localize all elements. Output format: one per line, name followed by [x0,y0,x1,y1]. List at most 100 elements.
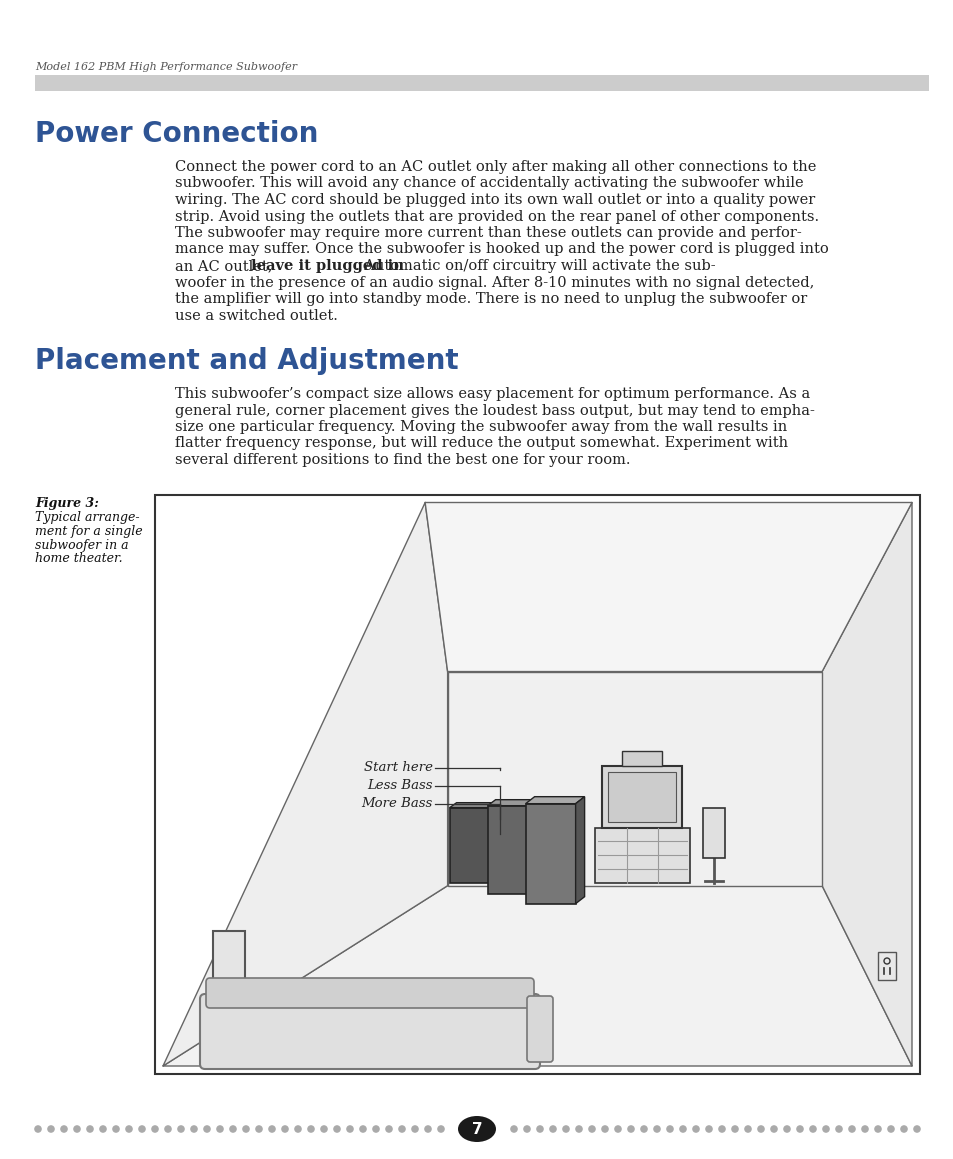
Circle shape [138,1125,146,1132]
Text: ment for a single: ment for a single [35,525,143,538]
Bar [154,495,919,1074]
Polygon shape [487,800,543,806]
Bar [559,808,581,858]
Bar [595,828,689,883]
Text: Typical arrange-: Typical arrange- [35,510,139,524]
Circle shape [808,1125,816,1132]
Circle shape [639,1125,647,1132]
Circle shape [294,1125,301,1132]
Text: home theater.: home theater. [35,553,123,566]
Polygon shape [535,800,543,894]
Text: flatter frequency response, but will reduce the output somewhat. Experiment with: flatter frequency response, but will red… [174,437,787,451]
Circle shape [268,1125,275,1132]
Circle shape [730,1125,738,1132]
Circle shape [151,1125,158,1132]
Circle shape [164,1125,172,1132]
Circle shape [346,1125,354,1132]
Circle shape [307,1125,314,1132]
Circle shape [385,1125,393,1132]
Circle shape [34,1125,42,1132]
Circle shape [99,1125,107,1132]
Polygon shape [494,803,501,883]
Text: Placement and Adjustment: Placement and Adjustment [35,347,458,376]
Circle shape [912,1125,920,1132]
Polygon shape [425,503,911,671]
Circle shape [600,1125,608,1132]
Circle shape [757,1125,764,1132]
Bar [601,766,681,828]
Text: Less Bass: Less Bass [367,779,432,793]
Circle shape [190,1125,197,1132]
Text: leave it plugged in: leave it plugged in [252,258,404,274]
Circle shape [203,1125,211,1132]
Circle shape [626,1125,634,1132]
Text: several different positions to find the best one for your room.: several different positions to find the … [174,453,630,467]
Circle shape [397,1125,405,1132]
Bar [35,75,928,92]
Text: Figure 3:: Figure 3: [35,496,99,510]
Circle shape [255,1125,262,1132]
Circle shape [549,1125,557,1132]
Text: an AC outlet,: an AC outlet, [174,258,276,274]
Circle shape [372,1125,379,1132]
Circle shape [436,1125,444,1132]
Circle shape [73,1125,81,1132]
Bar [213,931,245,986]
Text: Connect the power cord to an AC outlet only after making all other connections t: Connect the power cord to an AC outlet o… [174,160,816,174]
Circle shape [510,1125,517,1132]
Polygon shape [449,803,501,808]
Circle shape [177,1125,185,1132]
Circle shape [796,1125,803,1132]
Circle shape [60,1125,68,1132]
Circle shape [886,1125,894,1132]
Bar [449,808,494,883]
Circle shape [743,1125,751,1132]
Bar [877,952,895,981]
Text: use a switched outlet.: use a switched outlet. [174,308,337,322]
Bar [702,808,724,858]
Circle shape [411,1125,418,1132]
Circle shape [320,1125,328,1132]
Text: general rule, corner placement gives the loudest bass output, but may tend to em: general rule, corner placement gives the… [174,403,814,417]
Bar [621,751,661,766]
Polygon shape [525,796,584,803]
Circle shape [112,1125,120,1132]
Polygon shape [163,885,911,1066]
Circle shape [125,1125,132,1132]
Circle shape [861,1125,868,1132]
Ellipse shape [457,1116,496,1142]
Circle shape [242,1125,250,1132]
Circle shape [718,1125,725,1132]
Text: . Automatic on/off circuitry will activate the sub-: . Automatic on/off circuitry will activa… [355,258,715,274]
Circle shape [575,1125,582,1132]
FancyBboxPatch shape [206,978,534,1008]
Circle shape [281,1125,289,1132]
Circle shape [333,1125,340,1132]
Circle shape [522,1125,530,1132]
Text: subwoofer. This will avoid any chance of accidentally activating the subwoofer w: subwoofer. This will avoid any chance of… [174,176,802,190]
Text: subwoofer in a: subwoofer in a [35,539,129,552]
Circle shape [900,1125,907,1132]
Circle shape [665,1125,673,1132]
Text: wiring. The AC cord should be plugged into its own wall outlet or into a quality: wiring. The AC cord should be plugged in… [174,194,815,207]
Circle shape [769,1125,777,1132]
Bar [525,803,575,904]
Circle shape [704,1125,712,1132]
Circle shape [86,1125,93,1132]
Text: The subwoofer may require more current than these outlets can provide and perfor: The subwoofer may require more current t… [174,226,801,240]
Circle shape [873,1125,881,1132]
Text: woofer in the presence of an audio signal. After 8-10 minutes with no signal det: woofer in the presence of an audio signa… [174,276,814,290]
Text: Model 162 PBM High Performance Subwoofer: Model 162 PBM High Performance Subwoofer [35,61,296,72]
Text: 7: 7 [471,1122,482,1137]
Text: Power Connection: Power Connection [35,121,318,148]
Bar [487,806,535,894]
Circle shape [614,1125,621,1132]
Text: strip. Avoid using the outlets that are provided on the rear panel of other comp: strip. Avoid using the outlets that are … [174,210,819,224]
Text: More Bass: More Bass [361,797,432,810]
Polygon shape [575,796,584,904]
Circle shape [821,1125,829,1132]
Circle shape [561,1125,569,1132]
Circle shape [229,1125,236,1132]
Circle shape [782,1125,790,1132]
Polygon shape [163,503,447,1066]
